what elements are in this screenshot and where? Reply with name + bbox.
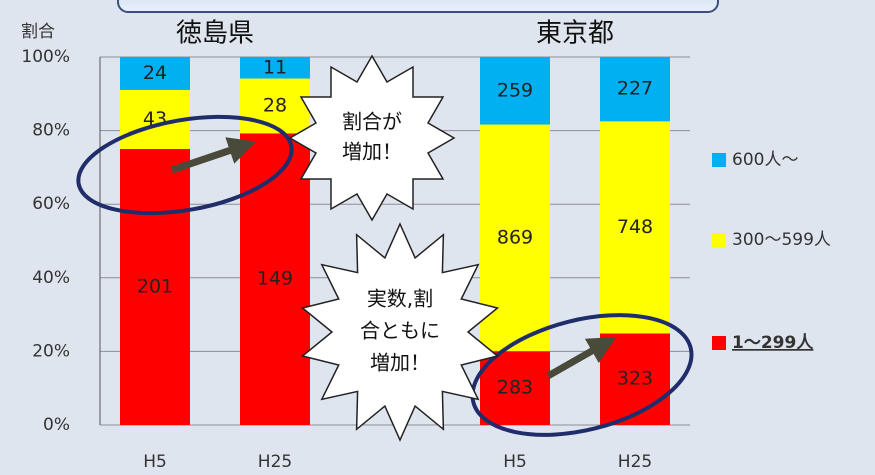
arrow [170, 137, 257, 174]
data-label: 149 [257, 268, 293, 290]
highlight-ellipse [470, 313, 694, 437]
data-label: 748 [617, 216, 653, 238]
data-label: 24 [143, 62, 167, 84]
bar-segment [240, 57, 310, 79]
bar-segment [120, 57, 190, 90]
callout-burst [288, 54, 456, 222]
group-label: 東京都 [536, 19, 614, 49]
arrow [546, 337, 617, 380]
legend-swatch [712, 153, 726, 167]
data-label: 259 [497, 79, 533, 101]
legend-item: 600人～ [712, 150, 798, 170]
bar-segment [240, 78, 310, 134]
title-box [117, 0, 719, 13]
legend-label: 1～299人 [732, 333, 814, 353]
bar-segment [240, 133, 310, 425]
legend-item: 1～299人 [712, 333, 814, 353]
bar-segment [480, 351, 550, 425]
y-tick-label: 60% [32, 194, 70, 214]
group-label: 徳島県 [176, 19, 254, 49]
bar-segment [600, 57, 670, 122]
y-tick-label: 20% [32, 341, 70, 361]
callout-text: 実数,割 [367, 287, 433, 311]
legend-swatch [712, 233, 726, 247]
callout-text: 増加！ [342, 140, 402, 164]
y-axis-label: 割合 [21, 22, 55, 42]
data-label: 869 [497, 226, 533, 248]
x-tick-label: H25 [258, 452, 292, 472]
data-label: 227 [617, 78, 653, 100]
legend-label: 300～599人 [732, 230, 831, 250]
bar-segment [600, 121, 670, 334]
legend-swatch [712, 336, 726, 350]
bar-segment [480, 57, 550, 125]
callout-text: 増加！ [370, 351, 430, 375]
y-tick-label: 100% [21, 47, 70, 67]
callout-text: 割合が [342, 110, 402, 134]
y-tick-label: 80% [32, 121, 70, 141]
bar-segment [120, 149, 190, 425]
data-label: 28 [263, 94, 287, 116]
data-label: 11 [263, 56, 287, 78]
data-label: 323 [617, 368, 653, 390]
y-tick-label: 0% [43, 415, 70, 435]
y-tick-label: 40% [32, 268, 70, 288]
legend-label: 600人～ [732, 150, 798, 170]
legend-item: 300～599人 [712, 230, 831, 250]
data-label: 201 [137, 276, 173, 298]
highlight-ellipse [76, 114, 294, 216]
x-tick-label: H5 [503, 452, 527, 472]
x-tick-label: H25 [618, 452, 652, 472]
x-tick-label: H5 [143, 452, 167, 472]
callout-burst [300, 222, 500, 442]
callout-text: 合ともに [360, 319, 440, 343]
data-label: 283 [497, 377, 533, 399]
